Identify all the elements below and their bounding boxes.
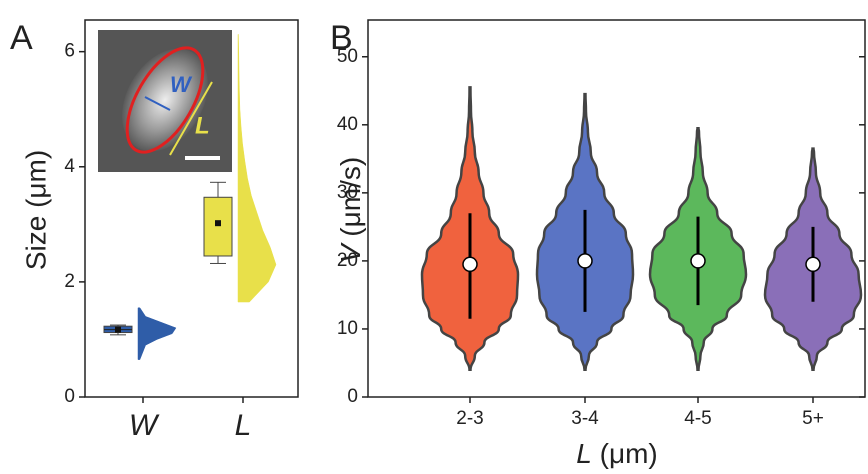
y-tick-label: 2 <box>64 271 75 292</box>
y-tick-label: 0 <box>347 386 358 407</box>
plot-frame <box>367 19 866 398</box>
median <box>805 256 821 273</box>
y-tick-label: 0 <box>64 386 75 407</box>
panel-label: B <box>330 19 353 57</box>
y-tick-label: 40 <box>337 114 358 135</box>
x-axis-unit: (μm) <box>600 438 658 469</box>
y-tick-label: 50 <box>337 46 358 67</box>
y-axis-unit: (μm/s) <box>335 157 366 237</box>
inset-image: W L <box>98 30 232 172</box>
x-tick-label: W <box>129 409 160 442</box>
median <box>690 253 706 269</box>
median <box>462 256 478 273</box>
mean <box>115 326 121 333</box>
inset-label: W <box>170 72 193 97</box>
median <box>577 253 593 269</box>
y-tick-label: 20 <box>337 250 358 271</box>
x-tick-label: 4-5 <box>684 408 711 429</box>
x-axis-label: L (μm) <box>576 438 657 469</box>
distribution <box>137 307 177 360</box>
x-tick-label: 5+ <box>802 408 824 429</box>
y-tick-label: 4 <box>64 156 75 177</box>
y-axis-label: Size (μm) <box>20 150 51 270</box>
plot-frame <box>84 19 299 398</box>
distribution <box>237 34 277 303</box>
y-tick-label: 30 <box>337 182 358 203</box>
x-tick-label: 2-3 <box>456 408 483 429</box>
inset-label: L <box>195 112 210 139</box>
box <box>203 196 233 257</box>
x-axis-symbol: L <box>576 438 592 469</box>
y-tick-label: 10 <box>337 318 358 339</box>
x-tick-label: 3-4 <box>571 408 599 429</box>
panel-label: A <box>10 19 33 57</box>
y-axis-label: V (μm/s) <box>335 157 366 263</box>
x-tick-label: L <box>235 409 252 442</box>
y-axis-symbol: V <box>335 242 366 263</box>
mean <box>215 220 221 227</box>
y-tick-label: 6 <box>64 41 75 62</box>
